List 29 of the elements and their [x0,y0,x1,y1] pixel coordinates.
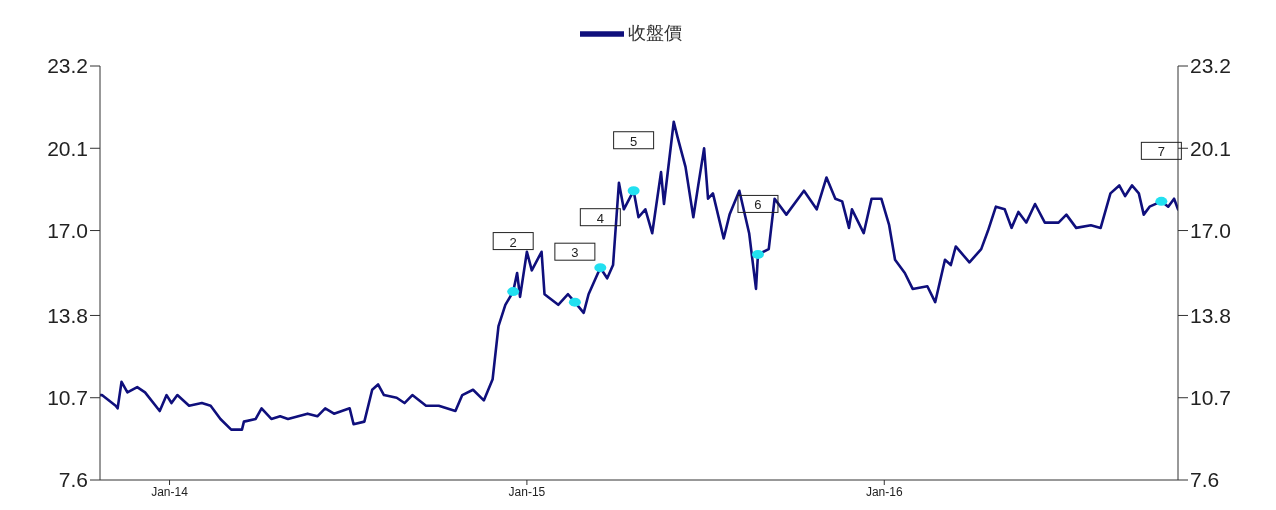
annotation: 4 [596,210,604,226]
y2-tick-label: 10.7 [1190,386,1231,410]
annotation: 6 [754,197,762,213]
y-tick-label: 10.7 [47,386,88,410]
annotation: 2 [509,234,517,250]
y2-tick-label: 13.8 [1190,303,1231,327]
point [507,287,520,297]
y2-tick-label: 17.0 [1190,218,1231,242]
y-tick-label: 20.1 [47,136,88,160]
annotation: 3 [571,245,579,261]
y2-tick-label: 7.6 [1190,468,1220,492]
x-tick-label: Jan-15 [508,484,546,499]
point [594,263,607,273]
y-tick-label: 17.0 [47,218,88,242]
y2-tick-label: 20.1 [1190,136,1231,160]
point [568,297,581,307]
point [627,186,640,196]
x-tick-label: Jan-16 [865,484,903,499]
legend-label: 收盤價 [628,22,682,43]
y-tick-label: 13.8 [47,303,88,327]
point [1155,196,1168,206]
point [751,249,764,259]
line-series [100,120,1178,431]
annotation: 5 [630,133,638,149]
y-tick-label: 23.2 [47,54,88,78]
x-tick-label: Jan-14 [151,484,189,499]
annotation: 7 [1157,144,1165,160]
y-tick-label: 7.6 [58,468,88,492]
y2-tick-label: 23.2 [1190,54,1231,78]
